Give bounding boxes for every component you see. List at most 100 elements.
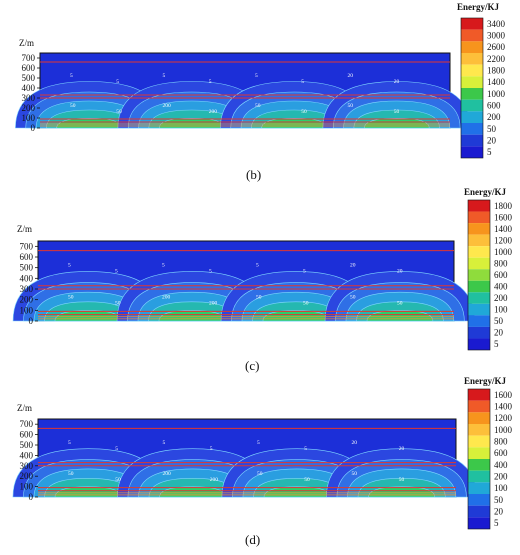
caption-c: (c) — [245, 358, 260, 373]
y-tick-label: 300 — [20, 461, 34, 471]
colorbar-title: Energy/KJ — [464, 376, 506, 386]
colorbar-label: 50 — [494, 495, 504, 505]
y-tick-label: 400 — [20, 450, 34, 460]
colorbar-label: 100 — [494, 483, 508, 493]
y-tick-label: 200 — [22, 103, 36, 113]
colorbar-label: 20 — [494, 328, 504, 338]
contour-label: 5 — [209, 269, 212, 275]
y-tick-label: 0 — [29, 316, 34, 326]
y-tick-label: 500 — [22, 73, 36, 83]
contour-label: 50 — [350, 295, 356, 301]
colorbar-label: 2200 — [487, 54, 506, 64]
y-tick-label: 600 — [20, 430, 34, 440]
contour-label: 50 — [399, 477, 405, 483]
colorbar-swatch — [468, 211, 490, 224]
colorbar-label: 400 — [494, 460, 508, 470]
contour-label: 50 — [397, 301, 403, 307]
colorbar-swatch — [468, 424, 490, 436]
colorbar-swatch — [468, 280, 490, 293]
colorbar-label: 50 — [494, 316, 504, 326]
colorbar-swatch — [461, 134, 483, 147]
colorbar-label: 2600 — [487, 42, 506, 52]
y-tick-label: 700 — [20, 241, 34, 251]
colorbar-label: 1000 — [487, 89, 506, 99]
contour-label: 50 — [303, 301, 309, 307]
caption-b: (b) — [246, 167, 262, 182]
colorbar-swatch — [461, 123, 483, 135]
contour-label: 50 — [348, 103, 354, 109]
colorbar-label: 800 — [494, 258, 508, 268]
colorbar-label: 600 — [487, 101, 501, 111]
colorbar-label: 1800 — [487, 66, 506, 76]
y-axis-label: Z/m — [17, 403, 32, 413]
colorbar-label: 1400 — [494, 402, 513, 412]
caption-d: (d) — [245, 532, 261, 547]
contour-label: 50 — [70, 103, 76, 109]
contour-label: 200 — [209, 109, 218, 115]
colorbar-label: 1800 — [494, 201, 513, 211]
colorbar-label: 400 — [494, 282, 508, 292]
y-tick-label: 400 — [22, 83, 36, 93]
colorbar-label: 50 — [487, 124, 497, 134]
colorbar-label: 200 — [494, 472, 508, 482]
colorbar-label: 3000 — [487, 31, 506, 41]
y-tick-label: 0 — [31, 123, 36, 133]
contour-label: 20 — [394, 79, 400, 85]
colorbar-swatch — [461, 41, 483, 53]
colorbar-label: 3400 — [487, 19, 506, 29]
colorbar-swatch — [468, 326, 490, 339]
contour-label: 5 — [209, 79, 212, 85]
colorbar-swatch — [468, 482, 490, 494]
colorbar-swatch — [468, 303, 490, 316]
colorbar-swatch — [468, 246, 490, 258]
y-tick-label: 100 — [20, 305, 34, 315]
colorbar-swatch — [461, 111, 483, 123]
contour-label: 5 — [162, 263, 165, 269]
contour-label: 5 — [115, 446, 118, 452]
colorbar-swatch — [468, 257, 490, 270]
colorbar-label: 1200 — [494, 235, 513, 245]
contour-label: 5 — [255, 73, 258, 79]
y-tick-label: 700 — [20, 419, 34, 429]
y-tick-label: 200 — [20, 471, 34, 481]
panel-b: 5 5 5 5 5 5 20 20 50 50 200 200 50 50 50 50 700 600 500 400… — [0, 0, 520, 185]
contour-label: 50 — [352, 471, 358, 477]
contour-label: 50 — [301, 109, 307, 115]
y-tick-label: 0 — [29, 492, 34, 502]
colorbar-swatch — [461, 146, 483, 158]
contour-label: 200 — [163, 471, 172, 477]
y-tick-label: 400 — [20, 273, 34, 283]
colorbar-swatch — [461, 88, 483, 100]
colorbar-swatch — [468, 505, 490, 518]
colorbar-title: Energy/KJ — [464, 187, 506, 197]
colorbar-swatch — [468, 292, 490, 304]
contour-label: 200 — [162, 295, 171, 301]
colorbar-label: 600 — [494, 448, 508, 458]
contour-label: 5 — [210, 446, 213, 452]
contour-label: 50 — [255, 103, 261, 109]
contour-label: 5 — [163, 73, 166, 79]
panel-d: 5 5 5 5 5 5 20 20 50 50 200 200 50 50 50 50 700 600 500 400… — [0, 375, 520, 550]
contour-label: 5 — [116, 79, 119, 85]
colorbar-swatch — [468, 447, 490, 459]
contour-label: 5 — [70, 73, 73, 79]
plot-area-c: 5555552020505020020050505050700600500400… — [12, 187, 513, 351]
colorbar-frame — [460, 17, 484, 159]
colorbar-label: 5 — [494, 339, 499, 349]
y-tick-label: 600 — [20, 252, 34, 262]
contour-label: 5 — [68, 263, 71, 269]
contour-label: 5 — [115, 269, 118, 275]
colorbar-label: 20 — [487, 136, 497, 146]
y-tick-label: 700 — [22, 53, 36, 63]
y-tick-label: 300 — [20, 284, 34, 294]
plot-area-b: 5555552020505020020050505050700600500400… — [15, 2, 506, 159]
contour-label: 50 — [304, 477, 310, 483]
colorbar-label: 200 — [487, 112, 501, 122]
contour-label: 20 — [397, 269, 403, 275]
contour-label: 200 — [163, 103, 172, 109]
contour-band — [366, 310, 434, 322]
colorbar-label: 1000 — [494, 247, 513, 257]
contour-label: 50 — [115, 477, 121, 483]
contour-label: 50 — [257, 471, 263, 477]
y-tick-label: 500 — [20, 263, 34, 273]
